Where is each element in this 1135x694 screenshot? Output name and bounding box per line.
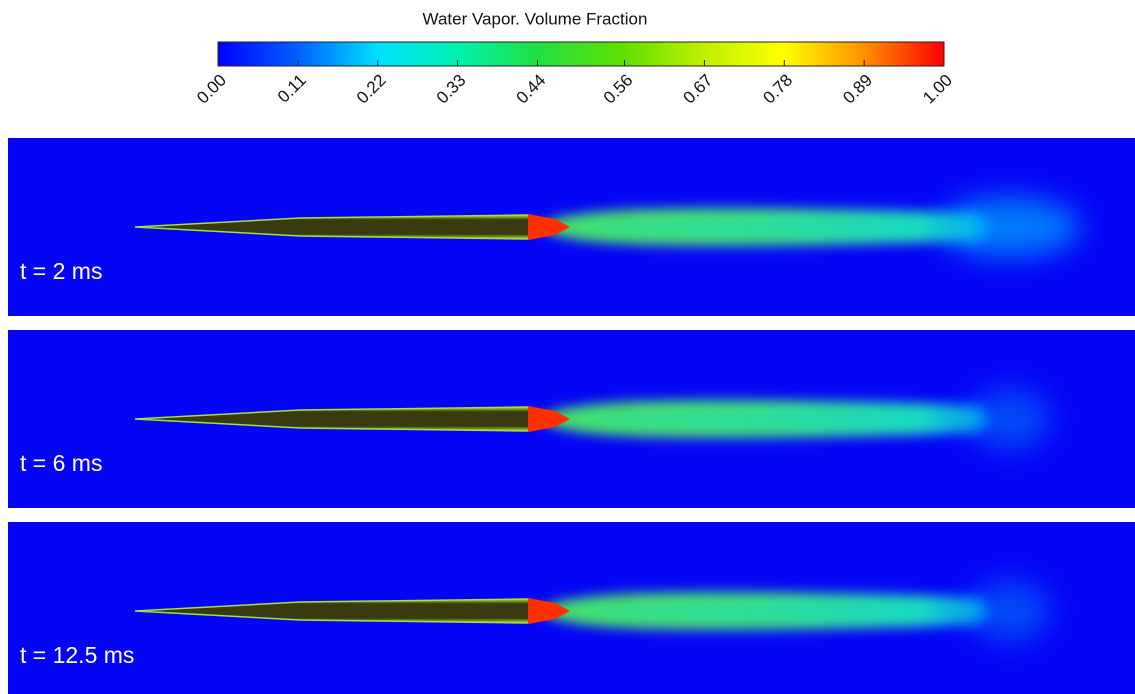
- colorbar: [217, 41, 945, 67]
- tick-label: 0.11: [274, 71, 310, 107]
- tick-label: 0.56: [600, 71, 637, 108]
- tick-label: 0.89: [839, 71, 876, 108]
- tail-glow: [940, 197, 1080, 257]
- breakup-zone: [528, 598, 570, 624]
- tail-glow: [970, 389, 1050, 449]
- breakup-zone: [528, 406, 570, 432]
- panel-label: t = 6 ms: [20, 450, 102, 476]
- tick-label: 0.44: [513, 71, 550, 108]
- plume-core: [560, 414, 975, 424]
- plume-core: [560, 222, 975, 232]
- tick-label: 0.78: [759, 71, 796, 108]
- breakup-zone: [528, 214, 570, 240]
- panel-label: t = 2 ms: [20, 258, 102, 284]
- colorbar-title: Water Vapor. Volume Fraction: [423, 9, 648, 28]
- tick-label: 1.00: [919, 71, 956, 108]
- tick-label: 0.33: [433, 71, 470, 108]
- tick-label: 0.00: [193, 71, 230, 108]
- tail-glow: [970, 581, 1050, 641]
- panel-label: t = 12.5 ms: [20, 642, 134, 668]
- tick-label: 0.22: [353, 71, 390, 108]
- tick-label: 0.67: [680, 71, 717, 108]
- plume-core: [560, 606, 975, 616]
